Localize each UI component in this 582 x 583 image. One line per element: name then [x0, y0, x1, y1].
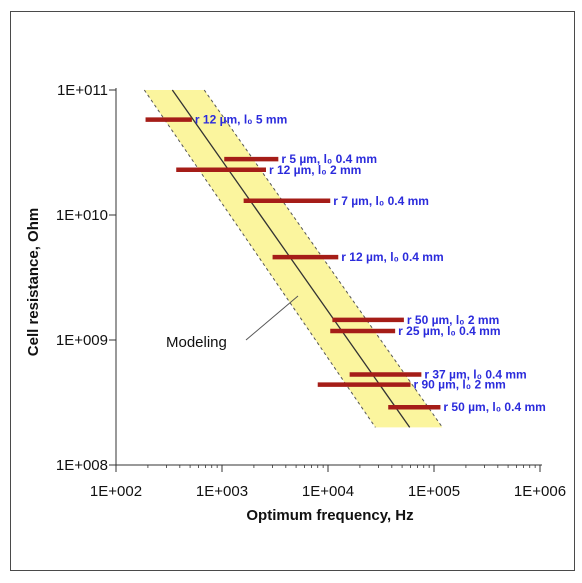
x-tick-label: 1E+002 — [90, 483, 142, 500]
segment-label: r 12 µm, l₀ 5 mm — [195, 113, 287, 127]
axes-layer: 1E+002 1E+003 1E+004 1E+005 1E+006 1E+008 1E+0… — [56, 82, 566, 500]
x-tick-label: 1E+003 — [196, 483, 248, 500]
y-tick-label: 1E+008 — [56, 457, 108, 474]
y-axis-label: Cell resistance, Ohm — [25, 208, 42, 356]
labels-layer: Modeling r 12 µm, l₀ 5 mm r 5 µm, l₀ 0.4 m… — [166, 113, 546, 415]
modeling-label: Modeling — [166, 334, 227, 351]
x-tick-label: 1E+006 — [514, 483, 566, 500]
modeling-leader-line — [245, 295, 299, 341]
segment-label: r 37 µm, l₀ 0.4 mm — [424, 367, 526, 381]
band-left-edge — [143, 89, 376, 428]
y-tick-label: 1E+010 — [56, 207, 108, 224]
segment-label: r 12 µm, l₀ 0.4 mm — [341, 250, 443, 264]
x-axis-label: Optimum frequency, Hz — [246, 507, 413, 524]
segment-label: r 90 µm, l₀ 2 mm — [413, 378, 505, 392]
x-tick-label: 1E+004 — [302, 483, 354, 500]
y-tick-label: 1E+009 — [56, 332, 108, 349]
segment-label: r 50 µm, l₀ 0.4 mm — [443, 400, 545, 414]
y-tick-label: 1E+011 — [57, 82, 108, 99]
segment-label: r 7 µm, l₀ 0.4 mm — [333, 194, 429, 208]
segment-label: r 12 µm, l₀ 2 mm — [269, 163, 361, 177]
segments-layer — [145, 117, 441, 410]
segment-label: r 5 µm, l₀ 0.4 mm — [281, 152, 377, 166]
x-tick-label: 1E+005 — [408, 483, 460, 500]
segment-label: r 50 µm, l₀ 2 mm — [407, 313, 499, 327]
segment-label: r 25 µm, l₀ 0.4 mm — [398, 324, 500, 338]
